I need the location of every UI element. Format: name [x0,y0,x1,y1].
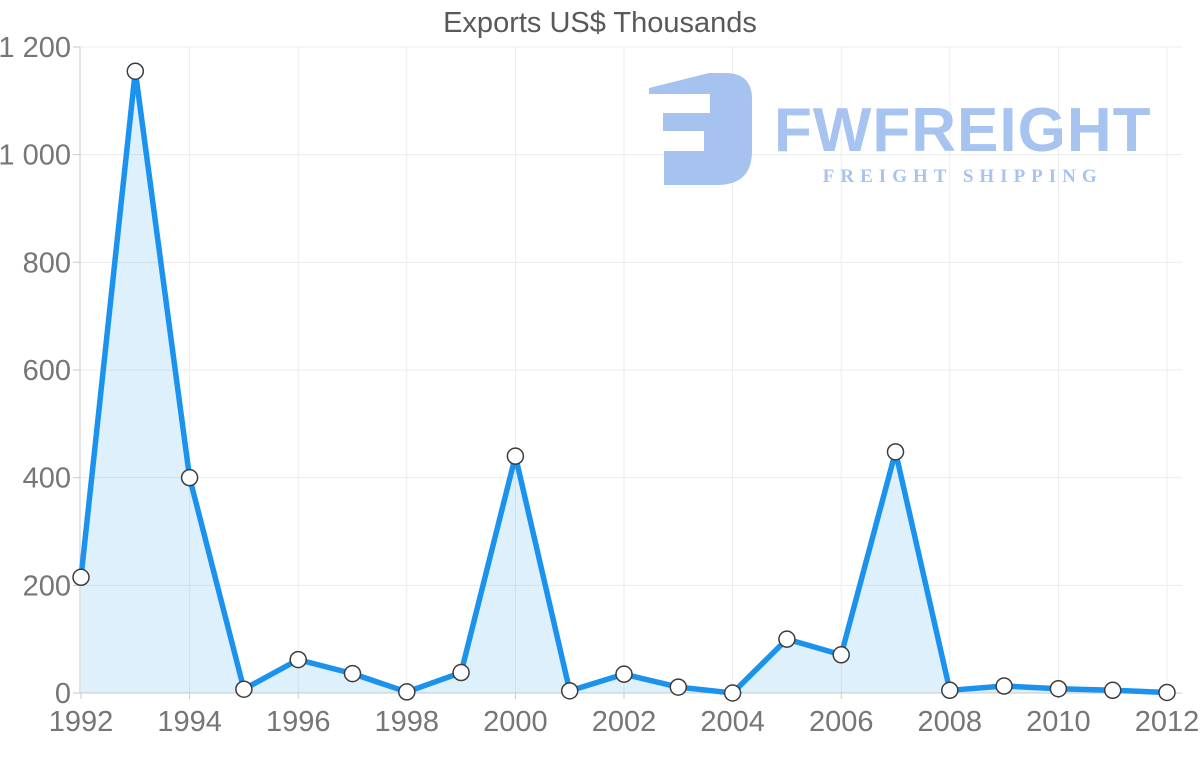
logo-brand-text: FWFREIGHT [774,96,1152,165]
y-axis-tick-label: 400 [23,463,71,495]
y-axis-tick-label: 1 200 [0,32,71,64]
y-axis-labels: 0 200 400 600 800 1 000 1 200 [0,32,71,710]
x-axis-tick-label: 2002 [592,706,657,738]
data-point-marker[interactable] [778,630,796,648]
data-point-marker[interactable] [669,678,688,696]
x-axis-tick-label: 1994 [157,706,222,738]
x-axis-tick-label: 1998 [375,706,440,738]
logo-icon [649,73,752,185]
gridlines [80,46,1182,693]
data-point-marker[interactable] [832,646,850,664]
x-axis-tick-label: 2004 [700,706,765,738]
data-point-marker[interactable] [560,682,579,700]
data-point-marker[interactable] [995,677,1013,695]
data-point-markers[interactable] [72,62,1176,702]
x-axis-labels: 1992 1994 1996 1998 2000 2002 2004 2006 2008 2010… [49,706,1200,738]
area-fill [81,71,1167,694]
chart-title: Exports US$ Thousands [443,7,757,39]
data-point-marker[interactable] [126,62,145,80]
data-point-marker[interactable] [452,663,470,682]
data-point-marker[interactable] [398,683,416,701]
x-axis-tick-label: 1996 [266,706,331,738]
data-point-marker[interactable] [289,650,307,669]
data-point-marker[interactable] [723,684,742,702]
data-point-marker[interactable] [1158,683,1176,702]
logo-text-block: FWFREIGHT FREIGHT SHIPPING [774,100,1152,188]
data-point-marker[interactable] [1103,681,1122,700]
logo-tagline-text: FREIGHT SHIPPING [822,166,1103,187]
data-point-marker[interactable] [506,447,525,465]
y-axis-tick-label: 200 [23,570,71,602]
x-axis-tick-label: 2012 [1135,706,1200,738]
y-axis-tick-label: 0 [55,678,71,710]
y-axis-tick-label: 1 000 [0,140,71,172]
data-point-marker[interactable] [615,665,633,683]
watermark-logo: FWFREIGHT FREIGHT SHIPPING [647,73,1152,188]
data-point-marker[interactable] [180,468,199,487]
data-point-marker[interactable] [235,680,253,698]
data-point-marker[interactable] [886,443,905,461]
x-axis-tick-label: 2010 [1026,706,1091,738]
y-axis-tick-label: 600 [23,355,71,387]
x-axis-tick-label: 1992 [49,706,114,738]
x-axis-tick-label: 2000 [483,706,548,738]
data-point-marker[interactable] [72,568,90,587]
data-point-marker[interactable] [1049,679,1068,698]
x-axis-tick-label: 2006 [809,706,874,738]
x-axis-tick-label: 2008 [918,706,983,738]
y-axis-tick-label: 800 [23,247,71,279]
data-point-marker[interactable] [941,681,959,700]
data-point-marker[interactable] [343,664,362,683]
